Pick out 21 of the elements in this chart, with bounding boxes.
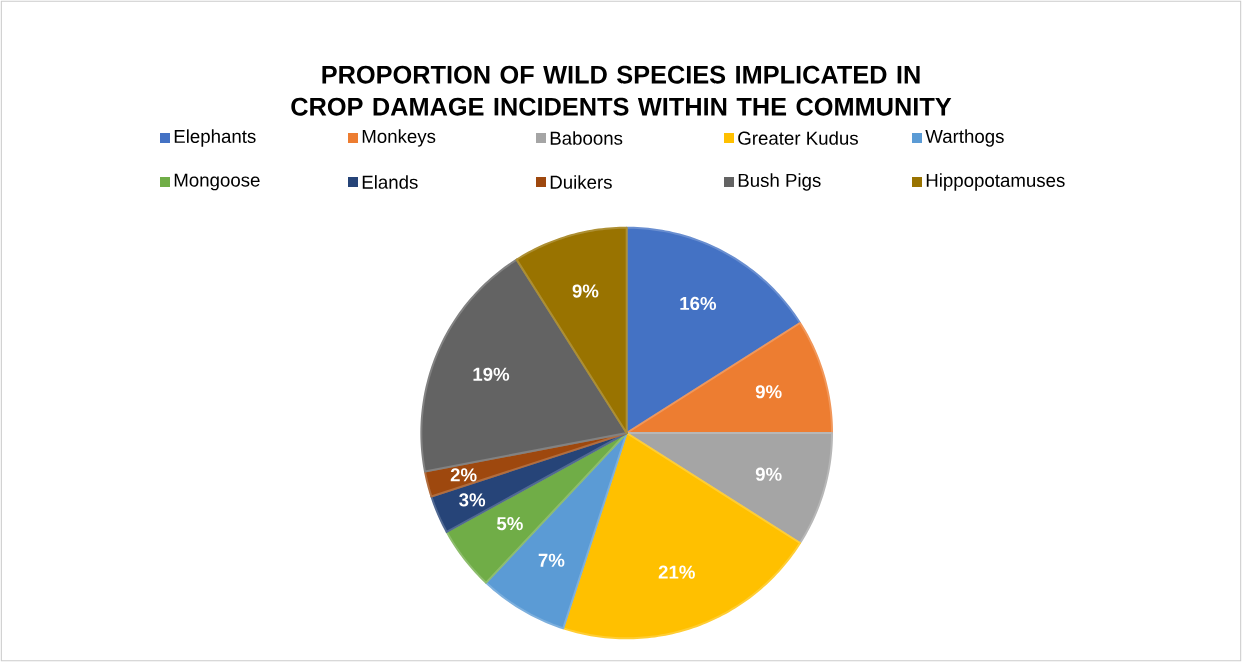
legend-label: Elephants xyxy=(174,129,256,147)
legend-label: Duikers xyxy=(550,175,612,189)
legend-label: Elands xyxy=(362,175,418,189)
data-label: 2% xyxy=(450,468,477,482)
chart-title: PROPORTION OF WILD SPECIES IMPLICATED IN CROP DAMAGE INCIDENTS WITHIN THE COMMUNITY xyxy=(291,65,952,116)
data-label: 7% xyxy=(538,553,565,567)
data-label: 16% xyxy=(680,296,717,311)
data-label: 9% xyxy=(755,467,782,481)
legend-label: Monkeys xyxy=(362,129,436,147)
data-label: 5% xyxy=(496,517,523,531)
data-label: 21% xyxy=(658,565,695,579)
legend-label: Baboons xyxy=(550,131,623,145)
legend-label: Mongoose xyxy=(174,173,260,191)
legend-label: Hippopotamuses xyxy=(926,173,1065,191)
legend-label: Greater Kudus xyxy=(738,131,858,145)
data-label: 9% xyxy=(572,284,599,298)
data-label: 19% xyxy=(473,367,510,381)
legend-label: Bush Pigs xyxy=(738,173,821,191)
legend-label: Warthogs xyxy=(925,129,1004,147)
data-label: 9% xyxy=(755,385,782,399)
data-label: 3% xyxy=(459,493,486,507)
